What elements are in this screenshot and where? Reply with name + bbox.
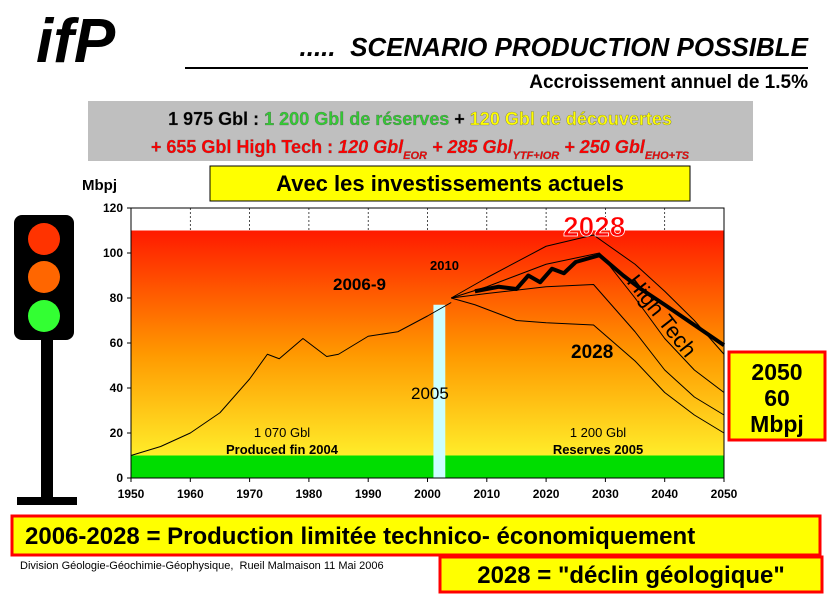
summary-segment: 120 Gbl [338, 137, 404, 157]
x-tick-label: 1990 [355, 487, 382, 501]
annotation: 2028 [571, 342, 613, 363]
x-tick-label: 1970 [236, 487, 263, 501]
annotation: 2028 [563, 211, 625, 242]
summary-segment: + [449, 109, 470, 129]
bottom-box [10, 514, 822, 557]
annotation: 2006-9 [333, 275, 386, 294]
banner-box [209, 165, 691, 202]
summary-segment: + 250 Gbl [559, 137, 646, 157]
y-tick-label: 40 [110, 381, 124, 395]
summary-segment: + [151, 137, 167, 157]
line-series [130, 302, 452, 456]
right-box-text: 60 [764, 385, 790, 411]
line-series [451, 284, 725, 416]
line-series [451, 252, 725, 393]
annotation: 2005 [411, 384, 449, 403]
annotation: 1 070 Gbl [254, 425, 310, 440]
summary-line: 1 975 Gbl : 1 200 Gbl de réserves + 120 … [168, 109, 672, 129]
summary-segment: YTF+IOR [513, 150, 560, 162]
y-tick-label: 0 [116, 471, 123, 485]
marker-2005 [433, 304, 446, 478]
traffic-light [14, 215, 77, 505]
x-tick-label: 2020 [533, 487, 560, 501]
summary-segment: 1 975 Gbl : [168, 109, 264, 129]
line-series [451, 297, 725, 434]
y-tick-label: 20 [110, 426, 124, 440]
footer: Division Géologie-Géochimie-Géophysique,… [20, 560, 384, 572]
x-tick-label: 2000 [414, 487, 441, 501]
y-tick-label: 60 [110, 336, 124, 350]
summary-segment: EHO+TS [645, 150, 690, 162]
annotation: Reserves 2005 [553, 442, 643, 457]
x-tick-label: 1960 [177, 487, 204, 501]
bottom-text: 2006-2028 = Production limitée technico-… [25, 523, 695, 550]
y-tick-label: 120 [103, 201, 123, 215]
line-series [450, 234, 725, 355]
summary-line: + 655 Gbl High Tech : 120 GblEOR + 285 G… [151, 137, 690, 162]
summary-segment: + 285 Gbl [427, 137, 514, 157]
logo: ifP [36, 7, 116, 76]
title: ..... SCENARIO PRODUCTION POSSIBLE [300, 32, 809, 62]
decline-text: 2028 = "déclin géologique" [477, 562, 785, 589]
x-tick-label: 2050 [711, 487, 738, 501]
x-tick-label: 1980 [296, 487, 323, 501]
y-axis-label: Mbpj [82, 177, 117, 194]
x-tick-label: 2010 [473, 487, 500, 501]
banner: Avec les investissements actuels [276, 171, 624, 196]
line-series [474, 253, 726, 347]
summary-segment: 1 200 Gbl de réserves [264, 109, 449, 129]
summary-segment: 120 Gbl de découvertes [470, 109, 672, 129]
y-tick-label: 100 [103, 246, 123, 260]
right-box-text: Mbpj [750, 411, 804, 437]
annotation: 2010 [430, 258, 459, 273]
annotation: Produced fin 2004 [226, 442, 339, 457]
annotation: 1 200 Gbl [570, 425, 626, 440]
summary-segment: EOR [403, 150, 427, 162]
subtitle: Accroissement annuel de 1.5% [529, 72, 808, 93]
x-tick-label: 1950 [118, 487, 145, 501]
shaded-area [131, 230, 724, 478]
y-tick-label: 80 [110, 291, 124, 305]
right-box [727, 350, 827, 442]
green-band [131, 455, 724, 478]
x-tick-label: 2030 [592, 487, 619, 501]
x-tick-label: 2040 [651, 487, 678, 501]
decline-box [438, 555, 824, 594]
summary-box [88, 101, 753, 161]
summary-segment: 655 Gbl High Tech : [166, 137, 338, 157]
right-box-text: 2050 [751, 359, 802, 385]
